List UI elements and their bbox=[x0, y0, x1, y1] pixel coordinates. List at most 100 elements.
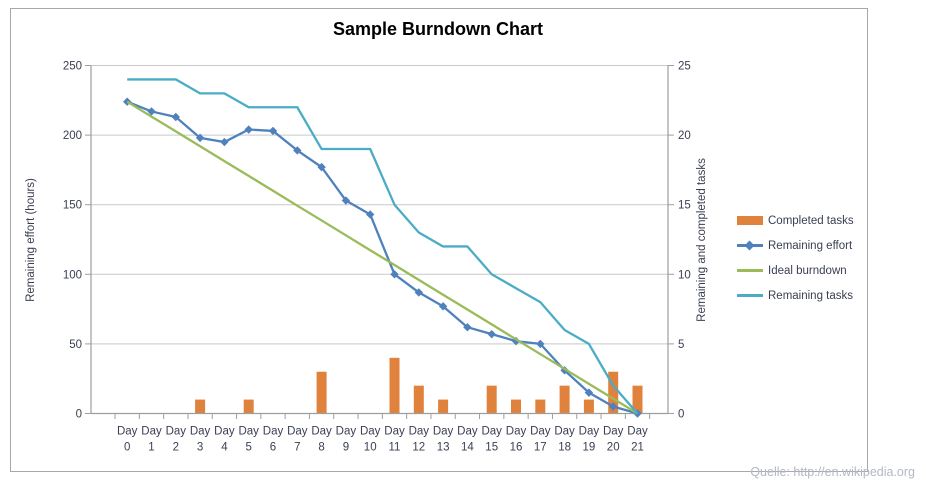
completed-tasks-bar bbox=[608, 371, 619, 414]
right-axis-tick-label: 0 bbox=[678, 409, 684, 421]
completed-tasks-bar bbox=[413, 385, 424, 414]
remaining-effort-line bbox=[126, 100, 638, 415]
left-axis-title: Remaining effort (hours) bbox=[25, 178, 37, 302]
legend-label: Ideal burndown bbox=[768, 264, 847, 277]
remaining-effort-marker bbox=[268, 126, 278, 136]
remaining-tasks-line bbox=[127, 78, 639, 415]
remaining-effort-marker bbox=[244, 125, 253, 134]
right-axis-title: Remaining and completed tasks bbox=[696, 158, 708, 322]
x-axis-tick-label: Day bbox=[141, 426, 162, 438]
x-axis-tick-label: Day bbox=[481, 426, 502, 438]
right-axis-tick-label: 15 bbox=[678, 200, 691, 212]
remaining-effort-marker bbox=[438, 302, 448, 311]
x-axis-tick-label: Day bbox=[457, 426, 478, 438]
right-axis-tick-label: 25 bbox=[678, 61, 691, 73]
x-axis-tick-label: 10 bbox=[364, 442, 377, 454]
remaining-effort-marker bbox=[293, 146, 302, 155]
remaining-effort-swatch-icon bbox=[737, 240, 763, 251]
x-axis-tick-label: 2 bbox=[173, 442, 179, 454]
remaining-tasks-swatch-icon bbox=[737, 294, 763, 297]
x-axis-tick-label: 1 bbox=[148, 442, 154, 454]
x-axis-tick-label: Day bbox=[311, 426, 332, 438]
x-axis-tick-label: Day bbox=[166, 426, 187, 438]
x-axis-tick-label: 3 bbox=[197, 442, 203, 454]
x-axis-tick-label: Day bbox=[360, 426, 381, 438]
left-axis-tick-label: 250 bbox=[63, 61, 82, 73]
chart-border-frame bbox=[10, 8, 868, 472]
remaining-effort-marker bbox=[220, 137, 229, 147]
x-axis-tick-label: Day bbox=[214, 426, 235, 438]
remaining-effort-marker bbox=[317, 162, 326, 172]
remaining-effort-marker bbox=[609, 402, 618, 411]
x-axis-tick-label: Day bbox=[603, 426, 624, 438]
completed-tasks-bar bbox=[438, 399, 449, 414]
left-axis-tick-label: 50 bbox=[69, 339, 82, 351]
ideal-burndown-swatch-icon bbox=[737, 269, 763, 272]
left-axis-tick-label: 0 bbox=[76, 409, 82, 421]
x-axis-tick-label: Day bbox=[627, 426, 648, 438]
remaining-effort-marker bbox=[414, 288, 423, 297]
x-axis-tick-label: Day bbox=[263, 426, 284, 438]
remaining-effort-marker bbox=[584, 388, 594, 397]
legend-item-remaining-effort: Remaining effort bbox=[737, 233, 854, 258]
x-axis-tick-label: 6 bbox=[270, 442, 276, 454]
left-axis-tick-label: 200 bbox=[63, 130, 82, 142]
x-axis-tick-label: Day bbox=[554, 426, 575, 438]
attribution-text: Quelle: http://en.wikipedia.org bbox=[750, 465, 915, 479]
x-axis-tick-label: Day bbox=[287, 426, 308, 438]
legend-item-remaining-tasks: Remaining tasks bbox=[737, 283, 854, 308]
x-axis-tick-label: 15 bbox=[485, 442, 498, 454]
completed-tasks-bar bbox=[632, 385, 643, 414]
remaining-effort-marker bbox=[463, 322, 472, 332]
x-axis-tick-label: Day bbox=[409, 426, 430, 438]
x-axis-tick-label: Day bbox=[117, 426, 138, 438]
completed-tasks-bar bbox=[316, 371, 327, 414]
x-axis-tick-label: 4 bbox=[221, 442, 228, 454]
completed-tasks-bar bbox=[243, 399, 254, 414]
completed-tasks-bar bbox=[583, 399, 594, 414]
x-axis-tick-label: 7 bbox=[294, 442, 300, 454]
right-axis-tick-label: 10 bbox=[678, 269, 691, 281]
x-axis-tick-label: 13 bbox=[437, 442, 450, 454]
x-axis-tick-label: Day bbox=[238, 426, 259, 438]
remaining-effort-marker bbox=[147, 107, 156, 116]
x-axis-tick-label: 21 bbox=[631, 442, 644, 454]
x-axis-tick-label: Day bbox=[579, 426, 600, 438]
x-axis-tick-label: Day bbox=[384, 426, 405, 438]
x-axis-tick-label: 17 bbox=[534, 442, 547, 454]
left-axis-tick-label: 150 bbox=[63, 200, 82, 212]
x-axis-tick-label: 20 bbox=[607, 442, 620, 454]
x-axis-tick-label: 18 bbox=[558, 442, 571, 454]
legend-item-completed-tasks: Completed tasks bbox=[737, 208, 854, 233]
x-axis-tick-label: 14 bbox=[461, 442, 474, 454]
x-axis-tick-label: 5 bbox=[245, 442, 251, 454]
x-axis-tick-label: Day bbox=[506, 426, 527, 438]
remaining-effort-marker bbox=[195, 133, 205, 143]
legend-label: Remaining tasks bbox=[768, 289, 854, 302]
x-axis-tick-label: 8 bbox=[318, 442, 324, 454]
x-axis-tick-label: 9 bbox=[343, 442, 349, 454]
right-axis-tick-label: 20 bbox=[678, 130, 691, 142]
legend: Completed tasks Remaining effort Ideal b… bbox=[737, 208, 854, 308]
x-axis-tick-label: Day bbox=[433, 426, 454, 438]
chart-title: Sample Burndown Chart bbox=[332, 19, 543, 39]
x-axis-tick-label: Day bbox=[336, 426, 357, 438]
completed-tasks-bar bbox=[389, 357, 400, 414]
legend-label: Remaining effort bbox=[768, 239, 853, 252]
x-axis-tick-label: 12 bbox=[412, 442, 425, 454]
legend-item-ideal-burndown: Ideal burndown bbox=[737, 258, 854, 283]
ideal-burndown-line bbox=[126, 100, 639, 415]
x-axis-tick-label: Day bbox=[530, 426, 551, 438]
completed-tasks-bar bbox=[559, 385, 570, 414]
remaining-effort-marker bbox=[390, 270, 399, 279]
remaining-effort-marker bbox=[487, 329, 496, 339]
completed-tasks-bar bbox=[535, 399, 546, 414]
completed-tasks-bar bbox=[486, 385, 497, 414]
completed-tasks-swatch-icon bbox=[737, 216, 763, 225]
x-axis-tick-label: 0 bbox=[124, 442, 130, 454]
remaining-effort-marker bbox=[171, 112, 180, 122]
completed-tasks-bar bbox=[511, 399, 521, 414]
x-axis-tick-label: 19 bbox=[583, 442, 596, 454]
